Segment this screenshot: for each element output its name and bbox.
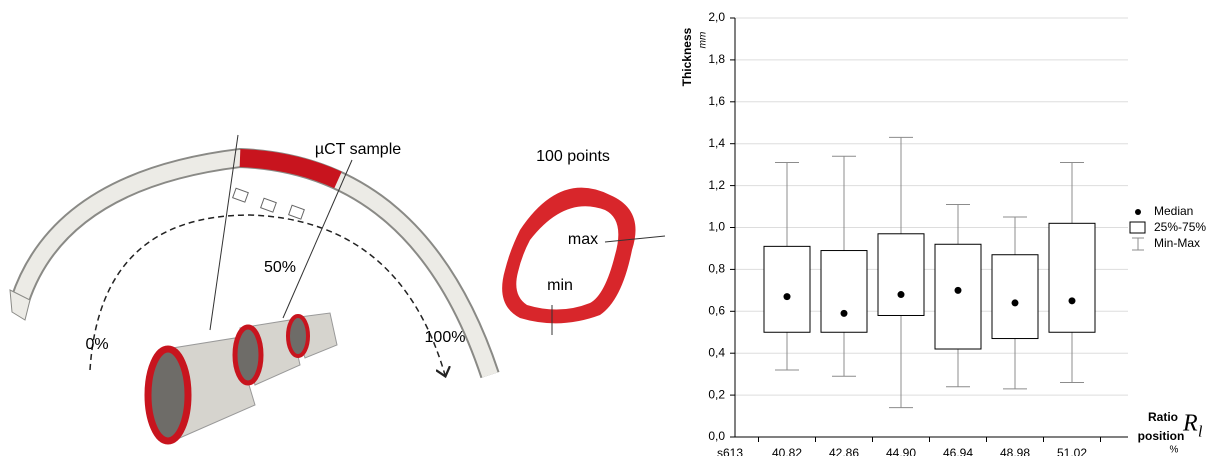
y-axis-unit: mm — [698, 32, 709, 49]
box — [934, 243, 982, 350]
pointer-line — [604, 235, 666, 243]
end-label: 100% — [425, 329, 466, 346]
y-tick-label: 0,6 — [708, 303, 725, 317]
legend-label: Median — [1154, 204, 1193, 218]
mid-label: 50% — [264, 259, 296, 276]
x-tick-label: 40,82 — [772, 446, 802, 456]
x-symbol-sub: l — [1198, 424, 1203, 441]
cylinder-face — [232, 324, 264, 386]
position-arrow — [89, 214, 445, 375]
x-axis-unit: % — [1170, 445, 1179, 456]
legend-label: 25%-75% — [1154, 220, 1206, 234]
x-axis-label: Ratio — [1148, 410, 1178, 424]
x-tick-label: 48,98 — [1000, 446, 1030, 456]
median — [954, 286, 962, 294]
y-tick-label: 0,8 — [708, 262, 725, 276]
start-label: 0% — [85, 336, 108, 353]
min-label: min — [547, 277, 573, 294]
sample-label: µCT sample — [315, 141, 401, 158]
rib-diagram: µCT sample 50% 0% 100% — [9, 134, 500, 445]
rib-head — [9, 289, 31, 321]
points-label: 100 points — [536, 148, 610, 165]
x-axis-label: position — [1138, 429, 1185, 443]
median — [897, 291, 905, 299]
box — [820, 250, 868, 333]
y-tick-label: 1,4 — [708, 136, 725, 150]
y-tick-label: 1,0 — [708, 220, 725, 234]
pointer-line — [209, 134, 239, 331]
x-symbol: R — [1182, 411, 1198, 437]
y-tick-label: 2,0 — [708, 10, 725, 24]
y-tick-label: 1,6 — [708, 94, 725, 108]
y-tick-label: 1,8 — [708, 52, 725, 66]
sample-segment — [239, 149, 342, 189]
x-tick-label: 42,86 — [829, 446, 859, 456]
cylinder-face — [286, 314, 310, 358]
median — [1068, 297, 1076, 305]
box — [877, 233, 925, 316]
y-tick-label: 0,4 — [708, 345, 725, 359]
median — [783, 293, 791, 301]
x-tick-label: 51,02 — [1057, 446, 1087, 456]
median — [1011, 299, 1019, 307]
x-tick-label: 44,90 — [886, 446, 916, 456]
legend-label: Min-Max — [1154, 236, 1200, 250]
y-tick-label: 0,0 — [708, 429, 725, 443]
median — [840, 309, 848, 317]
pointer-line — [282, 159, 353, 319]
cylinder-face — [144, 345, 192, 445]
sample-square — [232, 187, 249, 203]
cross-section: 100 points max min — [502, 148, 666, 335]
box — [991, 254, 1039, 340]
ring — [502, 187, 636, 324]
x-tick-label: 46,94 — [943, 446, 973, 456]
y-tick-label: 0,2 — [708, 387, 725, 401]
x-tick-label: s613 — [717, 446, 743, 456]
y-tick-label: 1,2 — [708, 178, 725, 192]
box — [763, 245, 811, 333]
max-label: max — [568, 231, 598, 248]
box — [1048, 222, 1096, 333]
box-chart: Thickness mm Ratio position % R l 0,0 0,2… — [680, 10, 1206, 456]
legend-marker — [1129, 221, 1146, 234]
sample-square — [260, 197, 277, 213]
legend-marker — [1135, 209, 1141, 215]
y-axis-label: Thickness — [680, 27, 694, 86]
sample-square — [288, 204, 305, 220]
